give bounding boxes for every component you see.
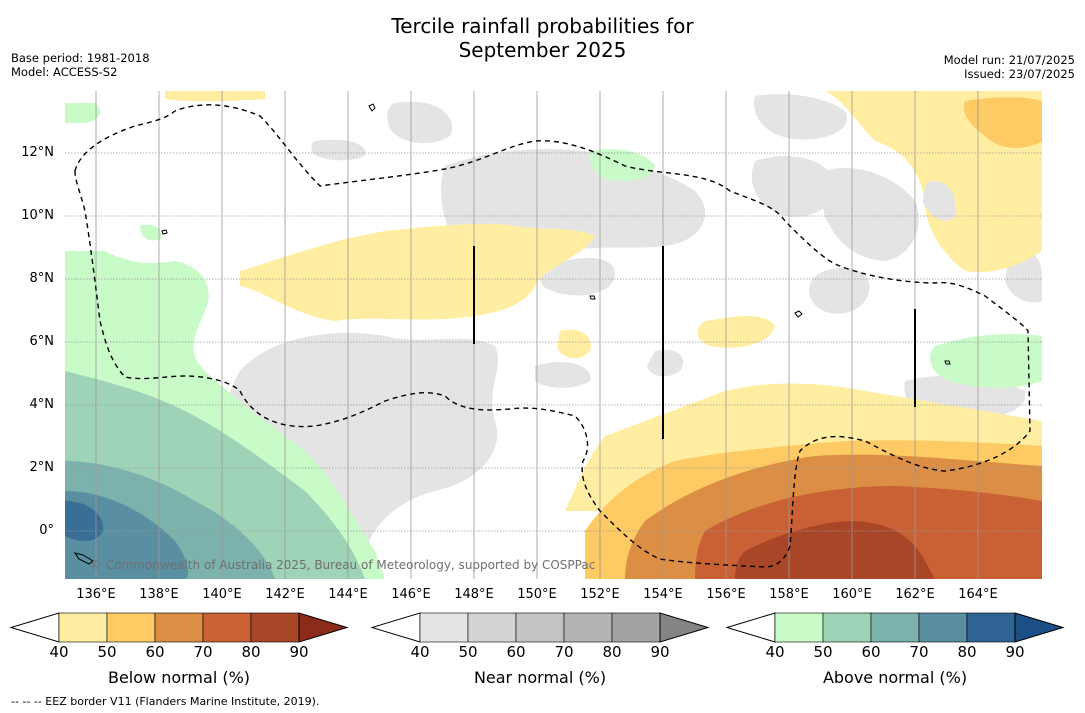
cbar-tick: 90 — [650, 643, 670, 661]
cbar-tick: 40 — [765, 643, 785, 661]
copyright-credit: © Commonwealth of Australia 2025, Bureau… — [90, 558, 596, 572]
y-tick: 8°N — [29, 271, 55, 286]
x-tick: 152°E — [580, 587, 620, 602]
issued-date: Issued: 23/07/2025 — [964, 67, 1075, 81]
colorbars — [9, 612, 1065, 643]
y-tick: 6°N — [29, 334, 55, 349]
colorbar-extend-low — [9, 612, 60, 643]
colorbar-segment — [822, 612, 872, 643]
colorbar-segment — [870, 612, 920, 643]
y-tick: 12°N — [21, 145, 54, 160]
cbar-tick: 60 — [506, 643, 526, 661]
cbar-tick: 50 — [458, 643, 478, 661]
x-tick: 142°E — [265, 587, 305, 602]
colorbar-extend-low — [370, 612, 421, 643]
x-tick: 148°E — [454, 587, 494, 602]
y-tick: 10°N — [21, 208, 54, 223]
graticule — [65, 152, 1042, 532]
cbar-tick: 90 — [1005, 643, 1025, 661]
cbar-tick: 70 — [193, 643, 213, 661]
cbar-tick: 80 — [241, 643, 261, 661]
x-tick: 164°E — [958, 587, 998, 602]
cbar-tick: 70 — [909, 643, 929, 661]
cbar-tick: 50 — [813, 643, 833, 661]
y-tick: 4°N — [29, 397, 55, 412]
islands — [73, 103, 951, 565]
map-svg — [65, 91, 1042, 579]
title-line-2: September 2025 — [458, 38, 627, 62]
x-tick: 154°E — [643, 587, 683, 602]
colorbar-extend-high — [1014, 612, 1065, 643]
cbar-tick: 80 — [957, 643, 977, 661]
cbar-tick: 80 — [602, 643, 622, 661]
colorbar-label-below: Below normal (%) — [107, 668, 251, 687]
colorbar-segment — [202, 612, 252, 643]
colorbar-above-normal — [725, 612, 1065, 643]
model-run: Model run: 21/07/2025 — [943, 53, 1075, 67]
region-separators — [473, 246, 916, 439]
colorbar-label-above: Above normal (%) — [822, 668, 968, 687]
colorbar-segment — [611, 612, 661, 643]
x-tick: 158°E — [769, 587, 809, 602]
colorbar-segment — [563, 612, 613, 643]
colorbar-segment — [467, 612, 517, 643]
model-name: Model: ACCESS-S2 — [11, 65, 118, 79]
x-tick: 150°E — [517, 587, 557, 602]
cbar-tick: 70 — [554, 643, 574, 661]
colorbar-extend-low — [725, 612, 776, 643]
colorbar-segment — [58, 612, 108, 643]
x-tick: 136°E — [76, 587, 116, 602]
colorbar-near-normal — [370, 612, 710, 643]
meta-right: Model run: 21/07/2025 Issued: 23/07/2025 — [944, 53, 1075, 81]
y-tick: 0° — [39, 523, 54, 538]
title-line-1: Tercile rainfall probabilities for — [391, 14, 694, 38]
map-panel — [65, 91, 1042, 579]
eez-border — [74, 104, 1031, 568]
colorbar-segment — [918, 612, 968, 643]
colorbar-extend-high — [298, 612, 349, 643]
colorbar-segment — [966, 612, 1016, 643]
below-normal-90-regions — [735, 521, 935, 579]
colorbar-segment — [774, 612, 824, 643]
x-tick: 140°E — [202, 587, 242, 602]
cbar-tick: 90 — [289, 643, 309, 661]
cbar-tick: 40 — [410, 643, 430, 661]
cbar-tick: 50 — [97, 643, 117, 661]
x-tick: 146°E — [391, 587, 431, 602]
eez-legend-note: -- -- -- EEZ border V11 (Flanders Marine… — [11, 695, 320, 708]
colorbar-segment — [419, 612, 469, 643]
x-tick: 160°E — [832, 587, 872, 602]
cbar-tick: 60 — [145, 643, 165, 661]
colorbar-segment — [154, 612, 204, 643]
x-tick: 144°E — [328, 587, 368, 602]
map-title: Tercile rainfall probabilities for Septe… — [0, 14, 1085, 62]
y-tick: 2°N — [29, 460, 55, 475]
colorbar-segment — [515, 612, 565, 643]
cbar-tick: 60 — [861, 643, 881, 661]
x-tick: 162°E — [895, 587, 935, 602]
colorbar-segment — [250, 612, 300, 643]
colorbar-segment — [106, 612, 156, 643]
colorbar-label-near: Near normal (%) — [473, 668, 607, 687]
x-tick: 156°E — [706, 587, 746, 602]
meta-left: Base period: 1981-2018 Model: ACCESS-S2 — [11, 51, 150, 79]
base-period: Base period: 1981-2018 — [11, 51, 150, 65]
colorbar-below-normal — [9, 612, 349, 643]
colorbar-extend-high — [659, 612, 710, 643]
x-tick: 138°E — [139, 587, 179, 602]
cbar-tick: 40 — [49, 643, 69, 661]
near-normal-regions-b — [754, 98, 956, 261]
